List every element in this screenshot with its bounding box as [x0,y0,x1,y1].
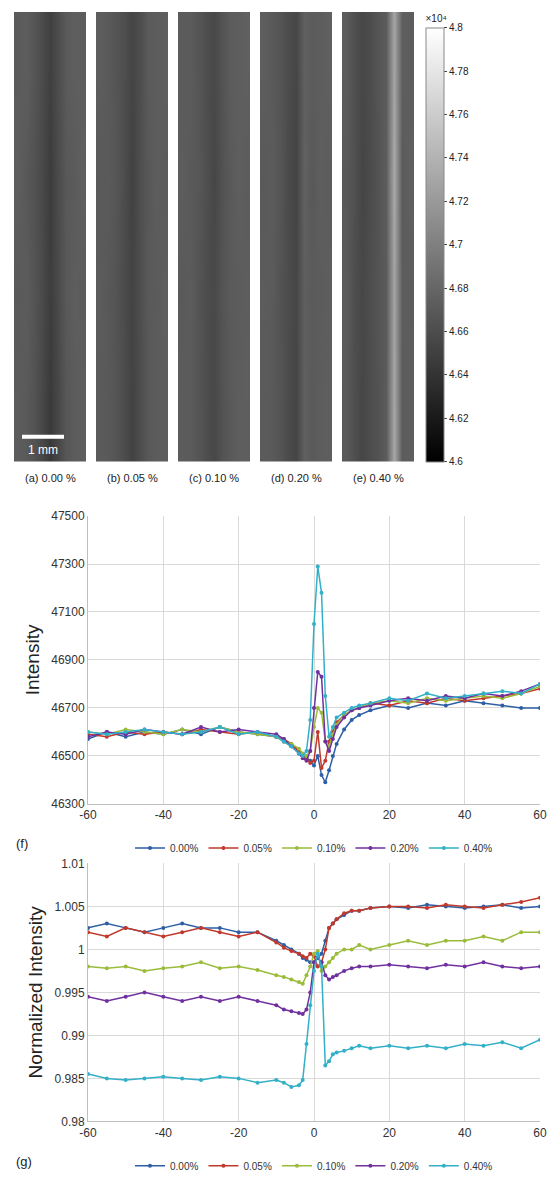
svg-text:40: 40 [458,808,472,822]
svg-text:0.00%: 0.00% [170,843,198,854]
svg-text:(c) 0.10 %: (c) 0.10 % [189,472,239,484]
svg-text:0: 0 [311,1126,318,1140]
svg-text:(b) 0.05 %: (b) 0.05 % [107,472,158,484]
svg-text:20: 20 [383,1126,397,1140]
svg-text:-60: -60 [79,1126,97,1140]
svg-text:(a) 0.00 %: (a) 0.00 % [25,472,76,484]
svg-text:0.20%: 0.20% [390,843,418,854]
svg-text:(e) 0.40 %: (e) 0.40 % [353,472,404,484]
svg-text:0: 0 [311,808,318,822]
svg-text:-40: -40 [155,808,173,822]
svg-text:46500: 46500 [51,749,85,763]
svg-text:0.40%: 0.40% [464,843,492,854]
svg-text:0.05%: 0.05% [243,1161,271,1172]
svg-text:4.7: 4.7 [449,239,463,250]
svg-text:60: 60 [533,808,547,822]
svg-text:4.64: 4.64 [449,369,469,380]
svg-text:-20: -20 [230,808,248,822]
svg-text:-20: -20 [230,1126,248,1140]
svg-text:4.72: 4.72 [449,196,469,207]
svg-text:4.78: 4.78 [449,66,469,77]
svg-text:0.00%: 0.00% [170,1161,198,1172]
svg-text:0.99: 0.99 [61,1029,85,1043]
svg-text:-40: -40 [155,1126,173,1140]
svg-text:0.10%: 0.10% [317,1161,345,1172]
svg-text:46900: 46900 [51,653,85,667]
svg-text:(g): (g) [16,1154,32,1169]
svg-text:Intensity: Intensity [22,624,43,695]
svg-text:1 mm: 1 mm [28,443,58,457]
svg-text:0.98: 0.98 [61,1115,85,1129]
svg-text:60: 60 [533,1126,547,1140]
svg-text:47300: 47300 [51,557,85,571]
svg-text:46300: 46300 [51,797,85,811]
svg-text:0.985: 0.985 [55,1072,85,1086]
svg-text:0.40%: 0.40% [464,1161,492,1172]
svg-text:(f): (f) [16,836,28,851]
svg-text:×10⁴: ×10⁴ [426,13,447,24]
svg-text:4.6: 4.6 [449,456,463,467]
svg-text:0.995: 0.995 [55,986,85,1000]
svg-text:46700: 46700 [51,701,85,715]
svg-text:4.8: 4.8 [449,22,463,33]
svg-text:4.66: 4.66 [449,326,469,337]
svg-text:47100: 47100 [51,605,85,619]
svg-text:Normalized Intensity: Normalized Intensity [25,906,46,1079]
svg-text:0.20%: 0.20% [390,1161,418,1172]
svg-text:(d) 0.20 %: (d) 0.20 % [271,472,322,484]
svg-text:-60: -60 [79,808,97,822]
svg-text:0.05%: 0.05% [243,843,271,854]
svg-text:47500: 47500 [51,509,85,523]
svg-text:1.005: 1.005 [55,900,85,914]
svg-text:1.01: 1.01 [61,857,85,871]
svg-text:4.62: 4.62 [449,413,469,424]
svg-text:20: 20 [383,808,397,822]
svg-text:0.10%: 0.10% [317,843,345,854]
svg-text:4.76: 4.76 [449,109,469,120]
svg-text:1: 1 [78,943,85,957]
svg-text:4.68: 4.68 [449,283,469,294]
svg-text:4.74: 4.74 [449,152,469,163]
svg-text:40: 40 [458,1126,472,1140]
